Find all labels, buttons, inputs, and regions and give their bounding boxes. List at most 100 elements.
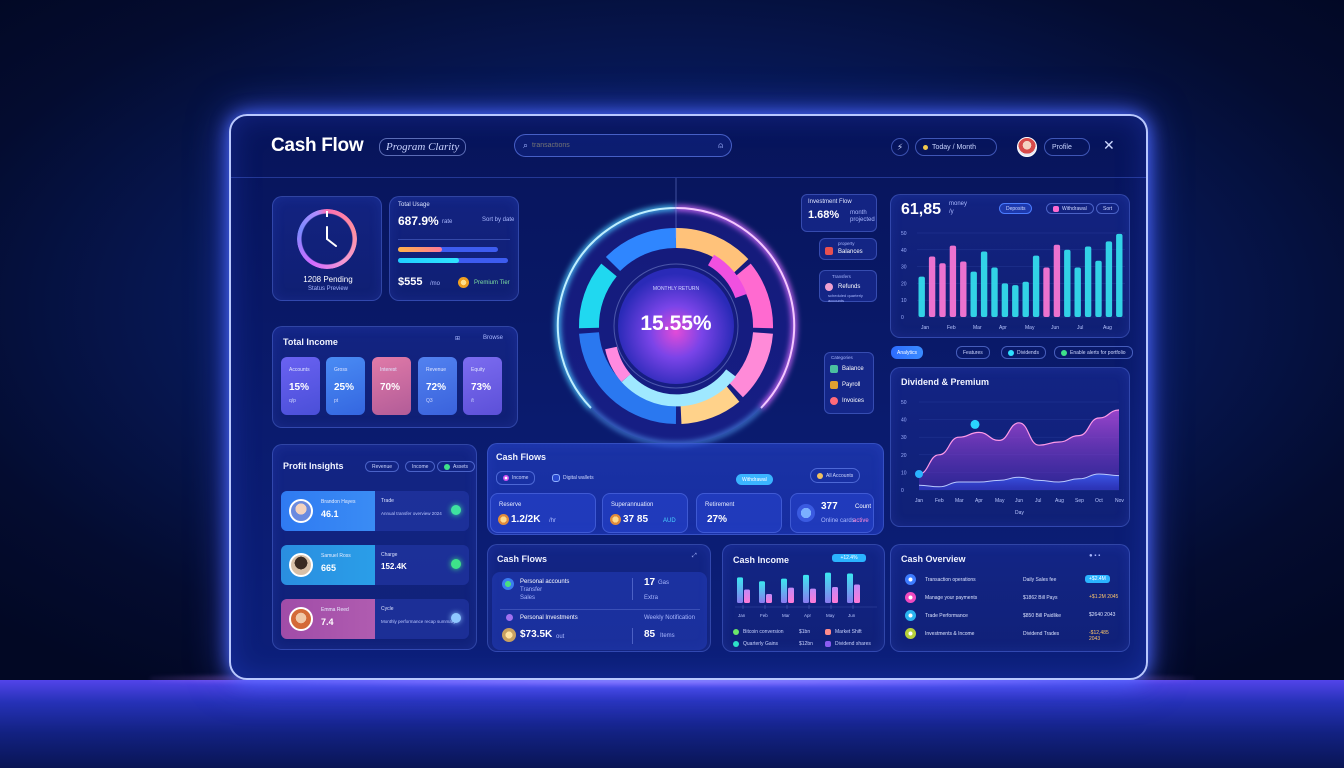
income-tile[interactable]: Revenue 72% Q3 (418, 357, 457, 415)
cash-stat-tiles: Reserve 1.2/2K /hr Superannuation 37 85 … (488, 493, 885, 533)
deposits-pill[interactable]: Deposits (999, 203, 1033, 214)
sort-pill[interactable]: Sort (1096, 203, 1120, 214)
legend-label: Quarterly Gains (743, 641, 779, 647)
expand-icon[interactable]: ⤢ (692, 553, 697, 559)
tab-features[interactable]: Features (956, 346, 990, 359)
superannuation-tile[interactable]: Superannuation 37 85 AUD (602, 493, 688, 533)
withdrawal-pill[interactable]: Withdrawal (1046, 203, 1094, 214)
tile-label: Superannuation (611, 502, 654, 508)
close-icon[interactable]: ✕ (1103, 137, 1115, 153)
tile-sub: /t (471, 398, 474, 404)
svg-text:Jun: Jun (848, 613, 856, 618)
more-icon[interactable]: ● ▪ ▪ (1089, 553, 1101, 559)
row-title[interactable]: Personal accounts (520, 579, 570, 585)
alerts-toggle[interactable]: Enable alerts for portfolio (1054, 346, 1133, 359)
svg-text:Nov: Nov (1115, 498, 1124, 504)
row-sub: Sales (520, 595, 536, 601)
sort-link[interactable]: Sort by date (482, 217, 515, 223)
payroll-icon (830, 381, 838, 389)
investment-flow-callout[interactable]: Investment Flow 1.68% month projected (801, 194, 877, 232)
avatar (289, 607, 313, 631)
divider (500, 609, 700, 610)
row-name: Samuel Ross (321, 553, 351, 559)
reserve-tile[interactable]: Reserve 1.2/2K /hr (490, 493, 596, 533)
income-tile[interactable]: Interest 70% (372, 357, 411, 415)
payment-icon (905, 592, 916, 603)
tab-label: Enable alerts for portfolio (1070, 349, 1126, 356)
insight-row[interactable]: Samuel Ross 665 Charge 152.4K (281, 545, 469, 585)
svg-text:Feb: Feb (760, 613, 768, 618)
row-amount: +$1.2M 2045 (1089, 594, 1119, 600)
svg-text:Oct: Oct (1095, 498, 1103, 504)
svg-text:Aug: Aug (1055, 498, 1064, 504)
cash-flows-list-title: Cash Flows (497, 554, 548, 564)
stack-item[interactable]: Payroll (842, 382, 861, 388)
row-right-value: 85 (644, 629, 656, 640)
stack-item[interactable]: Invoices (842, 398, 865, 404)
income-tile[interactable]: Gross 25% pt (326, 357, 365, 415)
divider (632, 578, 633, 600)
svg-text:Jul: Jul (1035, 498, 1041, 504)
stack-item[interactable]: Balance (842, 366, 864, 372)
tab-analytics[interactable]: Analytics (891, 346, 924, 359)
svg-text:Aug: Aug (1103, 325, 1112, 331)
overview-row[interactable]: Transaction operations Daily Sales fee +… (903, 570, 1123, 590)
insight-row[interactable]: Emma Reed 7.4 Cycle Monthly performance … (281, 599, 469, 639)
row-right-label: Cycle (381, 606, 394, 612)
dividend-area-chart: 0 10 20 30 40 50 Jan Feb Mar Apr May Jun Jul Aug Sep Oc… (901, 400, 1124, 516)
date-filter-pill[interactable]: Today / Month (915, 138, 997, 156)
income-tile[interactable]: Equity 73% /t (463, 357, 502, 415)
all-accounts-pill[interactable]: All Accounts (810, 468, 861, 483)
legend-value-text: $12bn (799, 641, 813, 647)
row-name: Manage your payments (925, 595, 978, 601)
legend-item: Dividend shares (825, 641, 871, 647)
search-bar[interactable]: ⌕ ⍝ (514, 134, 732, 157)
filter-pill-income[interactable]: Income (405, 461, 436, 472)
search-input[interactable] (532, 142, 719, 149)
legend-value: $1bn (799, 629, 810, 635)
total-income-card: Total Income ⊞ Browse Accounts 15% q/p G… (272, 326, 518, 428)
tile-value: 72% (426, 382, 447, 393)
user-avatar[interactable] (1017, 137, 1037, 157)
bar-card-unit: money (949, 201, 968, 207)
filter-pill-assets[interactable]: Assets (437, 461, 476, 472)
cash-flows-card: Cash Flows Income Digital wallets Withdr… (487, 443, 884, 535)
legend-dot-icon (733, 641, 739, 647)
row-value: 46.1 (321, 509, 339, 519)
user-icon[interactable]: ⍝ (718, 140, 723, 150)
browse-link[interactable]: Browse (483, 335, 504, 341)
insight-row[interactable]: Brandon Hayes 46.1 Trade Annual transfer… (281, 491, 469, 531)
svg-text:20: 20 (901, 453, 907, 459)
refunds-chip[interactable]: Transfers Refunds scheduled quarterly ac… (819, 270, 877, 303)
cash-overview-card: Cash Overview ● ▪ ▪ Transaction operatio… (890, 544, 1130, 652)
card-icon (797, 504, 815, 522)
income-icon (503, 475, 509, 481)
profile-label: Profile (1052, 143, 1072, 151)
row-name: Brandon Hayes (321, 499, 356, 505)
tab-dividends[interactable]: Dividends (1001, 346, 1046, 359)
usage-bar-2 (398, 258, 508, 263)
svg-text:Day: Day (1015, 510, 1024, 516)
overview-row[interactable]: Manage your payments $1862 Bill Pays +$1… (903, 588, 1123, 608)
income-chip[interactable]: Income (496, 471, 536, 485)
filter-pill-revenue[interactable]: Revenue (365, 461, 400, 472)
workspace-pill[interactable]: Program Clarity (379, 138, 467, 156)
usage-bar-1-fill (398, 247, 442, 252)
withdrawal-button[interactable]: Withdrawal (736, 474, 773, 485)
retirement-tile[interactable]: Retirement 27% (696, 493, 782, 533)
income-tile[interactable]: Accounts 15% q/p (281, 357, 320, 415)
profit-insights-title: Profit Insights (283, 461, 344, 471)
profile-pill[interactable]: Profile (1044, 138, 1090, 156)
digital-wallets-chip[interactable]: Digital wallets (546, 471, 600, 485)
balances-chip[interactable]: property Balances (819, 238, 877, 260)
row-title[interactable]: Personal Investments (520, 615, 578, 621)
cards-tile[interactable]: 377 Count Online cards active (790, 493, 874, 533)
activity-icon[interactable]: ⚡ (891, 138, 909, 156)
chip-top: Transfers (832, 274, 851, 279)
svg-text:Feb: Feb (947, 325, 956, 331)
overview-row[interactable]: Investments & Income Dividend Trades -$1… (903, 624, 1123, 644)
usage-bar-2-fill (398, 258, 459, 263)
browse-icon[interactable]: ⊞ (455, 336, 461, 342)
overview-row[interactable]: Trade Performance $850 Bill Paidlike $26… (903, 606, 1123, 626)
cash-income-card: Cash Income +12.4% Jan Feb Mar Apr May Jun Bi… (722, 544, 885, 652)
